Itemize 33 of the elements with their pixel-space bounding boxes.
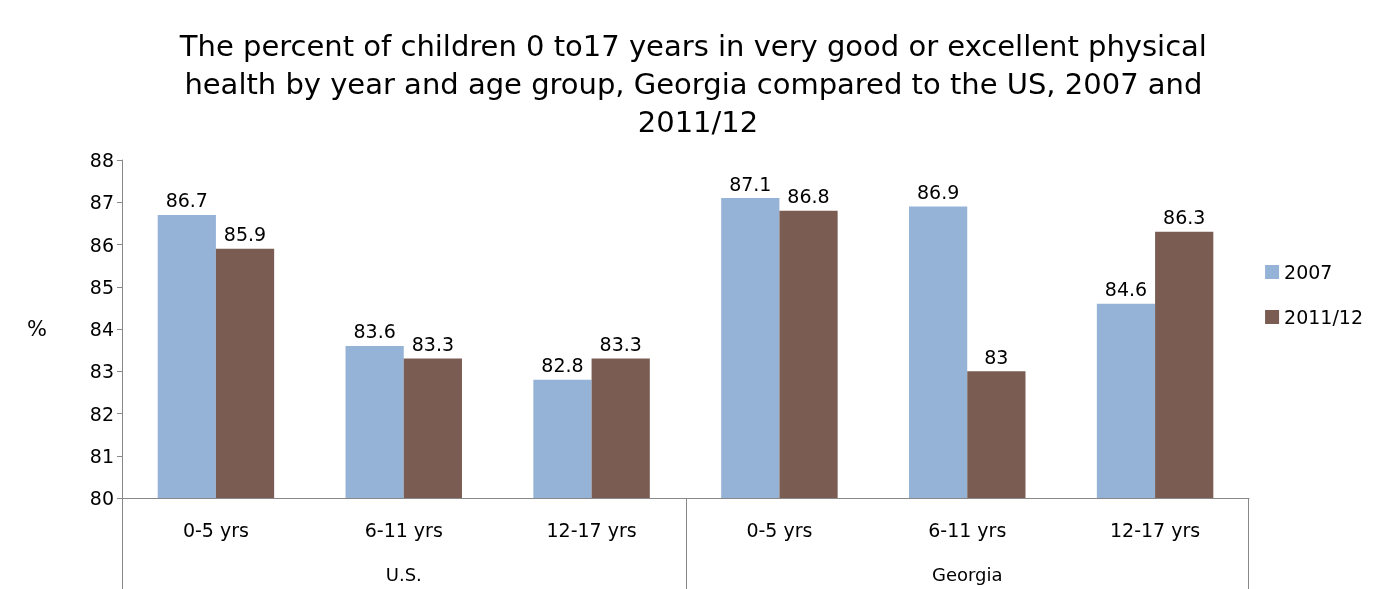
data-label: 83.6	[353, 320, 396, 343]
x-tick-label: 12-17 yrs	[1109, 518, 1201, 541]
data-label: 86.9	[916, 180, 960, 203]
x-tick-label: 0-5 yrs	[182, 518, 249, 541]
y-tick-label: 85	[89, 275, 114, 298]
x-tick-label: 0-5 yrs	[746, 518, 813, 541]
data-label: 87.1	[729, 172, 772, 195]
data-label: 86.7	[165, 189, 208, 212]
y-tick-label: 80	[89, 487, 114, 509]
legend-label: 2011/12	[1284, 306, 1364, 328]
text: Georgia	[931, 563, 1003, 585]
chart-title: The percent of children 0 to17 years in very good or excellent physical health by year and age group, Georgia compared to the US, 2007 and 2011/12	[178, 29, 1217, 139]
y-tick-label: 87	[89, 191, 114, 214]
data-label: 83.3	[411, 333, 455, 356]
data-label: 82.8	[541, 354, 584, 377]
data-label: 83	[984, 345, 1009, 368]
x-tick-label: 6-11 yrs	[928, 518, 1007, 541]
data-label: 83.3	[599, 333, 642, 356]
data-label: 85.9	[223, 223, 267, 246]
y-tick-label: 84	[89, 318, 114, 340]
y-tick-label: 88	[89, 149, 114, 171]
data-label: 84.6	[1104, 278, 1148, 301]
y-tick-label: 83	[89, 360, 114, 383]
y-tick-label: 81	[89, 444, 114, 467]
legend-label: 2007	[1284, 261, 1333, 283]
y-tick-label: 86	[89, 233, 114, 256]
y-tick-label: 82	[89, 402, 114, 425]
y-axis-title: %	[27, 317, 47, 341]
data-label: 86.8	[787, 185, 830, 208]
data-label: 86.3	[1163, 206, 1206, 229]
x-tick-label: 6-11 yrs	[364, 518, 443, 541]
text: U.S.	[385, 563, 422, 585]
x-tick-label: 12-17 yrs	[546, 518, 637, 541]
